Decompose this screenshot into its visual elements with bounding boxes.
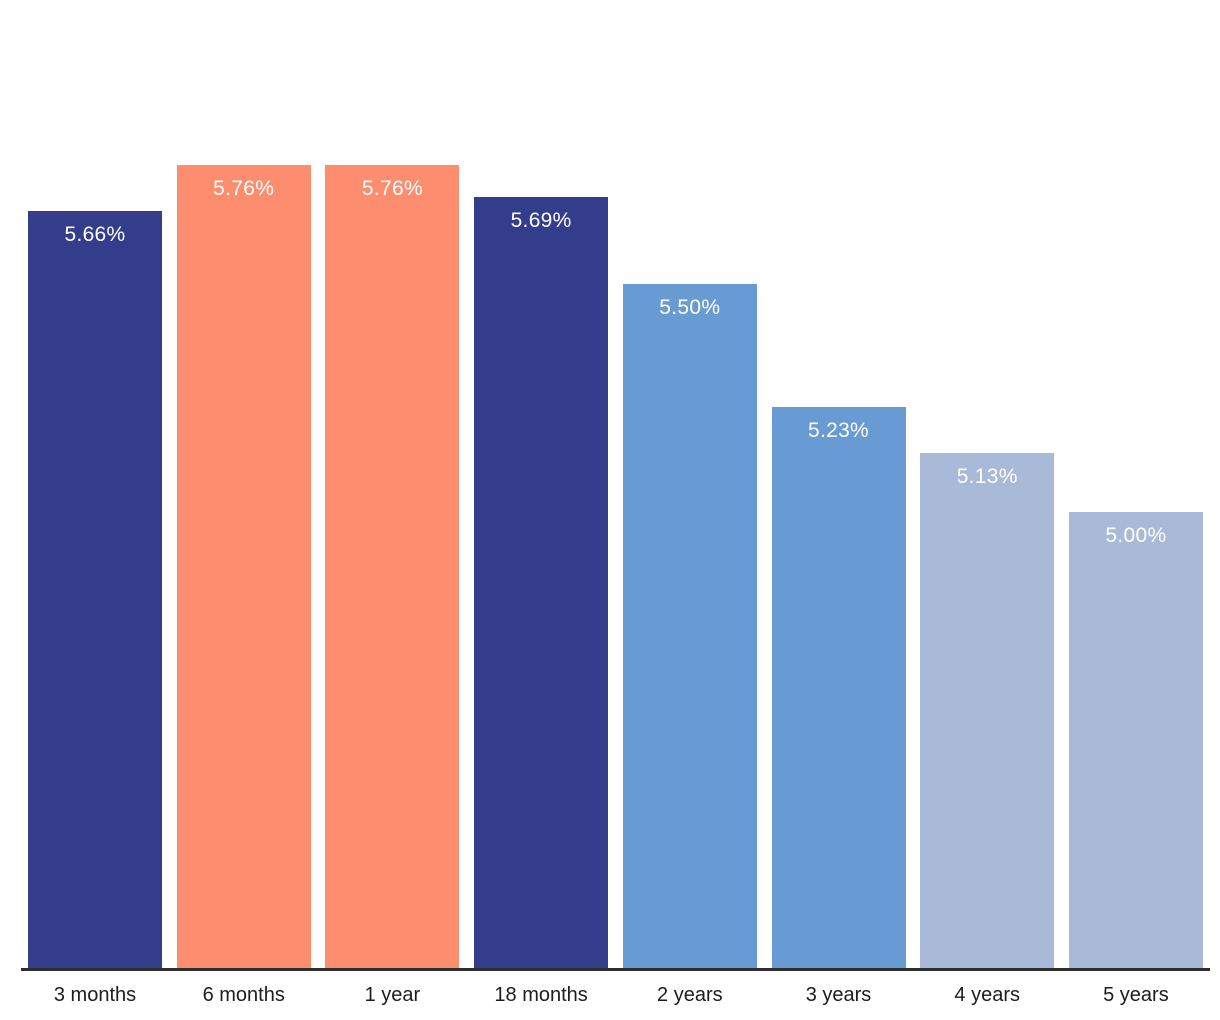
bar-value-label: 5.13% [956,464,1018,488]
bar-2-years: 5.50% [622,283,757,968]
x-axis-label-6-months: 6 months [202,984,285,1006]
bar-5-years: 5.00% [1068,511,1203,968]
x-axis-label-18-months: 18 months [494,984,588,1006]
bar-1-year: 5.76% [325,165,460,968]
bar-value-label: 5.76% [213,177,275,201]
plot-area: 5.66% 5.76% 5.76% 5.69% 5.50% 5.23% 5.13% 5.00% [28,147,1203,968]
x-axis-label-4-years: 4 years [954,984,1021,1006]
bar-value-label: 5.23% [807,418,870,442]
bar-18-months: 5.69% [474,197,609,968]
x-axis-label-3-years: 3 years [805,984,872,1006]
bar-4-years: 5.13% [920,452,1055,968]
bar-value-label: 5.69% [510,209,572,233]
bar-value-label: 5.00% [1105,523,1167,547]
bar-6-months: 5.76% [176,165,311,968]
x-axis-label-5-years: 5 years [1103,984,1169,1006]
x-axis-label-1-year: 1 year [364,984,421,1006]
x-axis-label-2-years: 2 years [657,984,723,1006]
x-axis-line [21,968,1210,971]
bar-3-years: 5.23% [771,406,906,968]
bar-value-label: 5.50% [659,295,721,319]
bar-value-label: 5.66% [64,222,126,246]
bar-value-label: 5.76% [361,177,423,201]
x-axis-label-3-months: 3 months [53,984,137,1006]
x-axis-labels: 3 months 6 months 1 year 18 months 2 years 3 … [28,984,1203,1007]
bar-3-months: 5.66% [28,210,162,968]
